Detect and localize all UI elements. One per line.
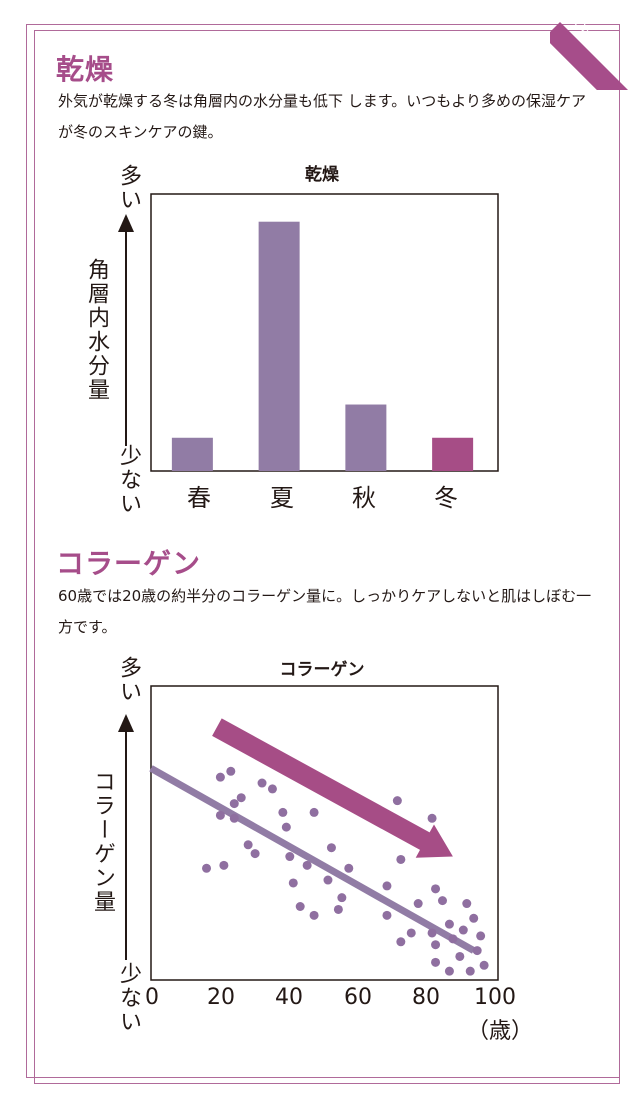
- scatter-point: [229, 813, 239, 823]
- scatter-point: [229, 799, 239, 809]
- scatter-point: [437, 896, 447, 906]
- scatter-point: [323, 875, 333, 885]
- scatter-point: [257, 778, 267, 788]
- scatter-point: [333, 904, 343, 914]
- scatter-point: [396, 854, 406, 864]
- collagen-chart-title: コラーゲン: [279, 660, 365, 680]
- scatter-point: [278, 807, 288, 817]
- scatter-point: [465, 966, 475, 976]
- scatter-point: [406, 928, 416, 938]
- scatter-point: [382, 910, 392, 920]
- scatter-point: [344, 863, 354, 873]
- scatter-point: [215, 810, 225, 820]
- bar-label-winter: 冬: [434, 484, 458, 512]
- scatter-point: [215, 772, 225, 782]
- dryness-bars: [150, 193, 499, 472]
- dryness-y-low: 少ない: [116, 444, 141, 516]
- scatter-point: [444, 966, 454, 976]
- scatter-point: [444, 919, 454, 929]
- dryness-y-label: 角層内水分量: [84, 258, 109, 402]
- collagen-plot-frame: [150, 685, 499, 981]
- scatter-point: [288, 878, 298, 888]
- bar-冬: [432, 437, 474, 471]
- dryness-chart-title: 乾燥: [305, 165, 339, 185]
- scatter-point: [413, 899, 423, 909]
- bar-label-autumn: 秋: [352, 484, 376, 512]
- bar-秋: [345, 404, 387, 471]
- collagen-y-low: 少ない: [116, 962, 141, 1034]
- scatter-point: [479, 960, 489, 970]
- collagen-title: コラーゲン: [56, 547, 202, 580]
- x-tick-0: 0: [145, 985, 159, 1010]
- dryness-plot-frame: [150, 193, 499, 472]
- scatter-point: [243, 840, 253, 850]
- collagen-scatter: [149, 685, 499, 981]
- scatter-point: [309, 807, 319, 817]
- scatter-point: [427, 928, 437, 938]
- bar-春: [171, 437, 213, 471]
- decline-arrow: [212, 718, 453, 858]
- inner-frame: [34, 30, 620, 1084]
- bar-label-summer: 夏: [270, 484, 294, 512]
- scatter-point: [396, 937, 406, 947]
- scatter-point: [202, 863, 212, 873]
- scatter-point: [219, 860, 229, 870]
- scatter-point: [476, 931, 486, 941]
- dryness-y-high: 多い: [116, 164, 141, 212]
- bar-label-spring: 春: [187, 484, 211, 512]
- scatter-point: [226, 766, 236, 776]
- scatter-point: [281, 822, 291, 832]
- x-tick-60: 60: [344, 985, 372, 1010]
- scatter-point: [326, 843, 336, 853]
- x-tick-100: 100: [474, 985, 516, 1010]
- scatter-point: [427, 813, 437, 823]
- scatter-point: [472, 946, 482, 956]
- collagen-y-label: コラーゲン量: [90, 770, 115, 914]
- x-unit: （歳）: [466, 1019, 533, 1044]
- scatter-point: [469, 913, 479, 923]
- scatter-point: [448, 934, 458, 944]
- scatter-point: [267, 784, 277, 794]
- scatter-point: [302, 860, 312, 870]
- scatter-point: [455, 951, 465, 961]
- scatter-point: [462, 899, 472, 909]
- dryness-text: 外気が乾燥する冬は角層内の水分量も低下 します。いつもより多めの保湿ケアが冬のス…: [58, 92, 586, 141]
- x-tick-20: 20: [207, 985, 235, 1010]
- bar-夏: [258, 221, 300, 471]
- collagen-text: 60歳では20歳の約半分のコラーゲン量に。しっかりケアしないと肌はしぼむ一方です…: [58, 587, 592, 636]
- scatter-point: [250, 849, 260, 859]
- x-tick-80: 80: [412, 985, 440, 1010]
- dryness-title: 乾燥: [56, 53, 115, 86]
- scatter-point: [458, 925, 468, 935]
- x-tick-40: 40: [275, 985, 303, 1010]
- scatter-point: [431, 940, 441, 950]
- scatter-point: [382, 881, 392, 891]
- collagen-trend-line: [149, 765, 476, 954]
- scatter-point: [431, 884, 441, 894]
- collagen-y-high: 多い: [116, 656, 141, 704]
- scatter-point: [337, 893, 347, 903]
- scatter-point: [295, 902, 305, 911]
- scatter-point: [392, 796, 402, 806]
- scatter-point: [431, 957, 441, 967]
- scatter-point: [236, 793, 246, 803]
- scatter-point: [285, 852, 295, 862]
- scatter-point: [309, 910, 319, 920]
